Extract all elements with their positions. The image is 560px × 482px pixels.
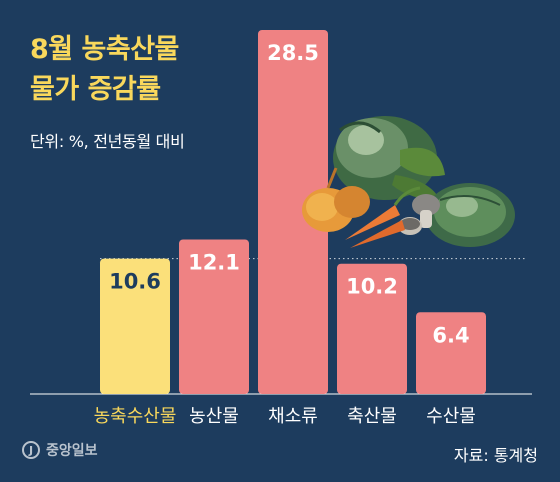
category-label-agricultural: 농산물 [189, 406, 239, 427]
bar-vegetables [258, 30, 328, 394]
value-label-agricultural: 12.1 [188, 250, 240, 274]
value-label-vegetables: 28.5 [267, 41, 319, 65]
bar-all-agri-livestock-fishery [100, 258, 170, 394]
title-line-1: 8월 농축산물 [30, 34, 179, 65]
bar-livestock [337, 263, 407, 394]
publisher-name: 중앙일보 [46, 443, 98, 459]
vegetables-illustration [302, 116, 515, 248]
title-line-2: 물가 증감률 [30, 74, 161, 105]
source-label: 자료: 통계청 [453, 446, 538, 465]
bar-fishery [416, 312, 486, 394]
unit-label: 단위: %, 전년동월 대비 [30, 132, 185, 151]
category-label-all-agri-livestock-fishery: 농축수산물 [94, 406, 177, 427]
category-label-vegetables: 채소류 [268, 406, 318, 427]
value-label-livestock: 10.2 [346, 275, 398, 299]
bar-agricultural [179, 239, 249, 394]
chart-title: 8월 농축산물 물가 증감률 [30, 30, 179, 110]
value-label-all-agri-livestock-fishery: 10.6 [109, 270, 161, 294]
category-label-fishery: 수산물 [426, 406, 476, 427]
publisher-logo-icon: J [22, 441, 40, 459]
value-label-fishery: 6.4 [432, 323, 469, 347]
category-label-livestock: 축산물 [347, 406, 397, 427]
publisher-logo: J 중앙일보 [22, 440, 98, 460]
